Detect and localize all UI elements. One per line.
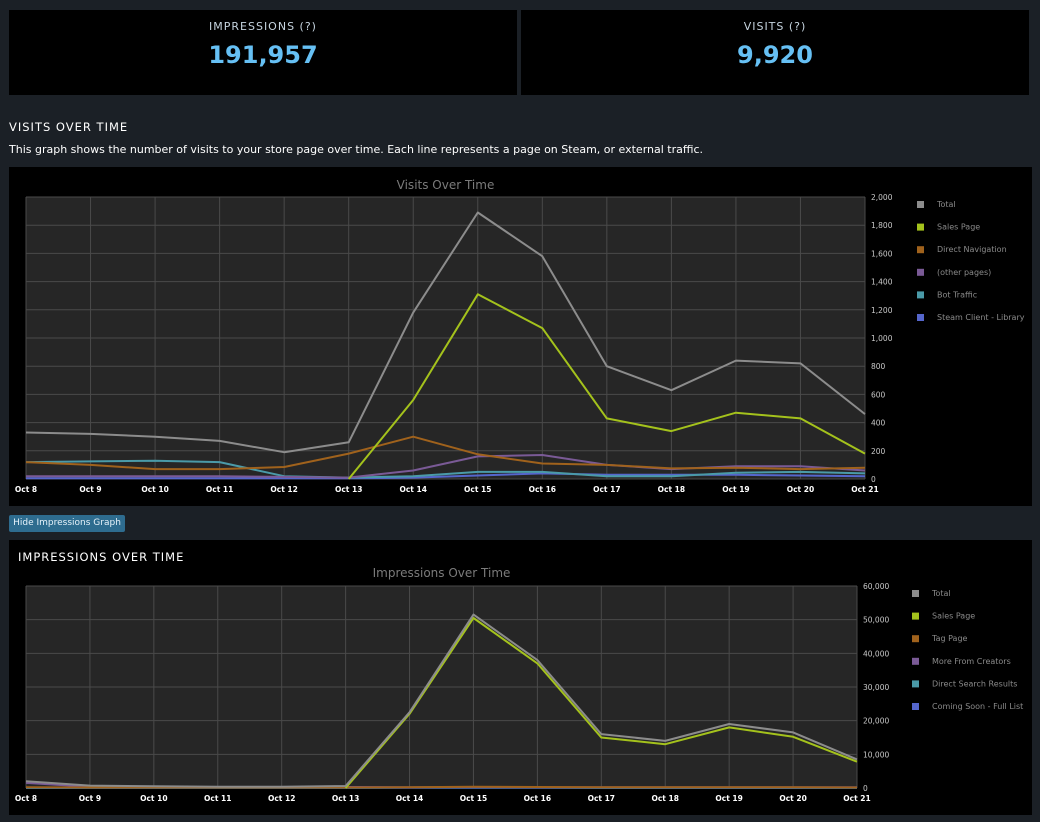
series-line-sales-page	[344, 617, 858, 789]
x-tick-label: Oct 8	[15, 794, 37, 803]
series-line-bot-traffic	[25, 459, 866, 479]
y-tick-label: 1,600	[871, 249, 893, 258]
x-tick-label: Oct 21	[843, 794, 870, 803]
legend-label-coming-soon-full-list: Coming Soon - Full List	[932, 702, 1023, 711]
impressions-section-title: IMPRESSIONS OVER TIME	[18, 550, 185, 564]
visits-label[interactable]: VISITS (?)	[743, 20, 807, 33]
legend-swatch-sales-page	[912, 612, 919, 620]
x-tick-label: Oct 8	[15, 485, 37, 494]
y-tick-label: 40,000	[863, 649, 889, 658]
y-tick-label: 1,200	[871, 306, 893, 315]
legend-label-direct-navigation: Direct Navigation	[937, 245, 1007, 254]
legend-swatch-total	[912, 590, 919, 597]
visits-section-title: VISITS OVER TIME	[9, 120, 129, 134]
impressions-value: 191,957	[208, 41, 318, 69]
x-tick-label: Oct 21	[851, 485, 878, 494]
x-tick-label: Oct 12	[268, 794, 295, 803]
x-tick-label: Oct 20	[779, 794, 806, 803]
y-tick-label: 60,000	[863, 582, 889, 591]
series-line-sales-page	[347, 293, 866, 480]
x-tick-label: Oct 15	[460, 794, 487, 803]
x-tick-label: Oct 15	[464, 485, 491, 494]
x-tick-label: Oct 14	[396, 794, 423, 803]
y-tick-label: 20,000	[863, 717, 889, 726]
y-tick-label: 30,000	[863, 683, 889, 692]
y-tick-label: 1,400	[871, 278, 893, 287]
x-tick-label: Oct 13	[332, 794, 359, 803]
x-tick-label: Oct 20	[787, 485, 814, 494]
legend-label-more-from-creators: More From Creators	[932, 657, 1011, 666]
legend-label-total: Total	[931, 589, 951, 598]
legend-swatch-tag-page	[912, 635, 919, 643]
x-tick-label: Oct 10	[141, 485, 168, 494]
y-tick-label: 800	[871, 362, 886, 371]
chart-title: Visits Over Time	[397, 178, 495, 192]
legend-swatch-steam-client-library	[917, 314, 924, 321]
impressions-chart-panel: IMPRESSIONS OVER TIME Impressions Over T…	[9, 540, 1032, 815]
visits-value: 9,920	[737, 41, 813, 69]
x-tick-label: Oct 16	[529, 485, 556, 494]
visits-chart: Visits Over Time Oct 8 Oct 9 Oct 10 Oct 11 Oc…	[15, 178, 1025, 494]
y-tick-label: 1,000	[871, 334, 893, 343]
y-tick-label: 0	[863, 784, 868, 793]
x-tick-label: Oct 11	[204, 794, 231, 803]
chart-title: Impressions Over Time	[373, 566, 511, 580]
x-tick-label: Oct 18	[651, 794, 678, 803]
impressions-label[interactable]: IMPRESSIONS (?)	[209, 20, 317, 33]
series-line-other-pages	[26, 454, 866, 479]
visits-chart-panel: Visits Over Time Oct 8 Oct 9 Oct 10 Oct 11 Oc…	[9, 167, 1032, 506]
x-tick-label: Oct 14	[399, 485, 426, 494]
series-line-total	[25, 613, 858, 788]
x-tick-label: Oct 12	[270, 485, 297, 494]
y-tick-label: 200	[871, 447, 886, 456]
y-tick-label: 0	[871, 475, 876, 484]
legend-label-direct-search-results: Direct Search Results	[932, 679, 1017, 688]
x-tick-label: Oct 19	[722, 485, 749, 494]
y-tick-label: 50,000	[863, 616, 889, 625]
legend-label-sales-page: Sales Page	[932, 612, 975, 621]
legend-label-tag-page: Tag Page	[931, 634, 968, 643]
visits-stat-box: VISITS (?) 9,920	[521, 10, 1029, 95]
x-tick-label: Oct 19	[715, 794, 742, 803]
legend-swatch-bot-traffic	[917, 291, 924, 299]
x-tick-label: Oct 10	[140, 794, 167, 803]
x-tick-label: Oct 9	[79, 485, 101, 494]
impressions-chart: Impressions Over Time Oct 8 Oct 9 Oct 10 Oct…	[15, 566, 1023, 803]
series-line-total	[25, 211, 866, 454]
y-tick-label: 10,000	[863, 750, 889, 759]
legend-label-bot-traffic: Bot Traffic	[937, 290, 977, 299]
legend-label-sales-page: Sales Page	[937, 223, 980, 232]
x-tick-label: Oct 11	[206, 485, 233, 494]
impressions-stat-box: IMPRESSIONS (?) 191,957	[9, 10, 517, 95]
series-line-steam-client-library	[26, 472, 866, 480]
x-tick-label: Oct 17	[593, 485, 620, 494]
legend-swatch-more-from-creators	[912, 657, 919, 665]
y-tick-label: 2,000	[871, 193, 893, 202]
y-tick-label: 1,800	[871, 221, 893, 230]
legend-label-steam-client-library: Steam Client - Library	[937, 313, 1025, 322]
x-tick-label: Oct 9	[79, 794, 101, 803]
legend-label-other-pages: (other pages)	[937, 268, 991, 277]
visits-section-description: This graph shows the number of visits to…	[9, 143, 704, 156]
y-tick-label: 600	[871, 390, 886, 399]
x-tick-label: Oct 17	[588, 794, 615, 803]
x-tick-label: Oct 16	[524, 794, 551, 803]
legend-swatch-total	[917, 201, 924, 208]
x-tick-label: Oct 13	[335, 485, 362, 494]
legend-swatch-sales-page	[917, 223, 924, 231]
hide-impressions-graph-button[interactable]: Hide Impressions Graph	[9, 515, 125, 532]
y-tick-label: 400	[871, 419, 886, 428]
series-line-tag-page	[25, 785, 858, 789]
legend-swatch-other-pages	[917, 268, 924, 276]
series-line-direct-navigation	[25, 435, 866, 471]
legend-swatch-direct-search-results	[912, 680, 919, 688]
legend-swatch-coming-soon-full-list	[912, 703, 919, 710]
legend-swatch-direct-navigation	[917, 246, 924, 254]
x-tick-label: Oct 18	[658, 485, 685, 494]
legend-label-total: Total	[936, 200, 956, 209]
